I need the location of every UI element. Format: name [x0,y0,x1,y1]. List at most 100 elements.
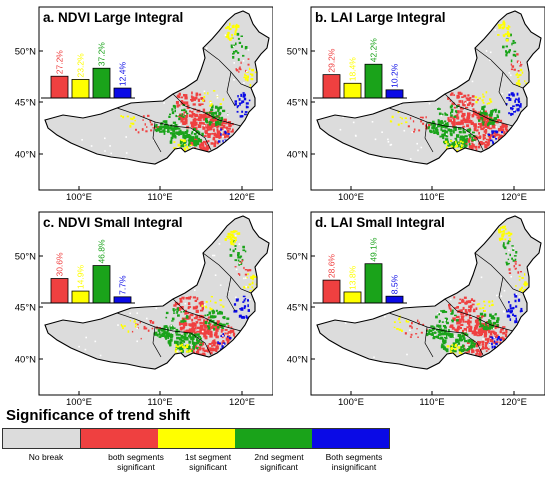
legend-swatch-both [81,429,158,448]
province-boundary [424,326,434,358]
lon-tick-label: 100°E [66,192,92,202]
lon-tick-label: 100°E [66,397,92,407]
legend-swatch-nobreak [3,429,81,448]
lon-tick-label: 120°E [229,192,255,202]
bar-insignificant [113,296,132,304]
province-boundary [172,93,242,127]
province-boundary [498,71,508,107]
bar-value-label: 29.2% [327,48,337,73]
bar-value-label: 37.2% [97,42,107,67]
province-boundary [172,298,242,332]
bar-value-label: 18.4% [348,57,358,82]
lat-tick-label: 45°N [15,98,36,109]
bar-first [343,291,362,304]
bar-value-label: 7.7% [118,275,128,295]
panel-title: c. NDVI Small Integral [43,215,183,230]
bar-second [92,67,111,99]
province-boundary [226,276,236,312]
bar-insignificant [385,295,404,304]
region-outline [44,215,270,370]
province-boundary [424,121,434,153]
province-boundary [462,332,484,356]
map-panel-d: 50°N 45°N 40°N 100°E 110°E 120°E d. LAI Small … [277,207,545,407]
legend-colorbar [2,428,390,449]
map-svg-d: 50°N 45°N 40°N 100°E 110°E 120°E d. LAI Small … [287,211,545,407]
lat-tick-label: 45°N [287,98,308,109]
region-area [45,216,269,369]
region-outline [44,10,270,165]
lon-tick-label: 110°E [419,397,444,407]
lon-tick-label: 110°E [147,192,172,202]
region-outline [316,215,542,370]
bar-value-label: 30.6% [55,252,65,277]
bar-value-label: 8.5% [390,274,400,294]
region-outline [316,10,542,165]
bar-value-label: 23.2% [76,53,86,78]
lon-tick-label: 120°E [501,397,527,407]
bar-value-label: 10.2% [390,63,400,88]
lon-tick-label: 120°E [501,192,527,202]
province-boundary [226,71,236,107]
bar-value-label: 13.8% [348,265,358,290]
province-boundary [444,298,514,332]
bar-first [343,82,362,99]
bar-value-label: 49.1% [369,237,379,262]
bar-both [322,74,341,99]
bar-value-label: 12.4% [118,62,128,87]
lat-tick-label: 45°N [15,303,36,314]
bar-value-label: 42.2% [369,38,379,63]
lon-tick-label: 110°E [147,397,172,407]
lon-tick-label: 100°E [338,397,364,407]
bar-both [50,75,69,99]
legend-swatch-insignificant [312,429,389,448]
bar-value-label: 28.6% [327,254,337,279]
panel-title: d. LAI Small Integral [315,215,445,230]
map-svg-b: 50°N 45°N 40°N 100°E 110°E 120°E b. LAI Large … [287,6,545,202]
legend-label-both: both segments significant [108,452,164,472]
map-panel-c: 50°N 45°N 40°N 100°E 110°E 120°E c. NDVI Small… [5,207,273,407]
map-svg-a: 50°N 45°N 40°N 100°E 110°E 120°E a. NDVI Large… [15,6,273,202]
bar-first [71,290,90,304]
map-panel-a: 50°N 45°N 40°N 100°E 110°E 120°E a. NDVI Large… [5,2,273,202]
bar-insignificant [113,87,132,99]
province-boundary [462,127,484,151]
bar-first [71,79,90,99]
legend-label-second: 2nd segment significant [254,452,304,472]
province-boundary [444,93,514,127]
bar-both [50,278,69,304]
bar-value-label: 14.9% [76,265,86,290]
lat-tick-label: 50°N [287,47,308,58]
legend-title: Significance of trend shift [6,407,191,424]
bar-second [92,265,111,304]
trend-shift-pixels [66,228,258,365]
lat-tick-label: 40°N [15,355,36,366]
lat-tick-label: 45°N [287,303,308,314]
bar-value-label: 27.2% [55,50,65,75]
map-svg-c: 50°N 45°N 40°N 100°E 110°E 120°E c. NDVI Small… [15,211,273,407]
legend-swatch-second [235,429,312,448]
lon-tick-label: 120°E [229,397,255,407]
bar-insignificant [385,89,404,99]
trend-shift-pixels [65,22,257,162]
province-boundary [152,121,162,153]
lon-tick-label: 110°E [419,192,444,202]
bar-second [364,63,383,99]
province-boundary [152,326,162,358]
province-boundary [190,127,212,151]
lat-tick-label: 50°N [287,252,308,263]
map-panel-b: 50°N 45°N 40°N 100°E 110°E 120°E b. LAI Large … [277,2,545,202]
province-boundary [190,332,212,356]
bar-both [322,279,341,304]
legend-label-nobreak: No break [28,452,64,462]
province-boundary [498,276,508,312]
panel-title: a. NDVI Large Integral [43,10,183,25]
panel-title: b. LAI Large Integral [315,10,446,25]
legend-label-first: 1st segment significant [184,452,232,472]
lat-tick-label: 50°N [15,252,36,263]
lat-tick-label: 40°N [287,355,308,366]
legend-swatch-first [158,429,235,448]
lat-tick-label: 40°N [287,150,308,161]
lat-tick-label: 40°N [15,150,36,161]
bar-value-label: 46.8% [97,239,107,264]
bar-second [364,263,383,304]
